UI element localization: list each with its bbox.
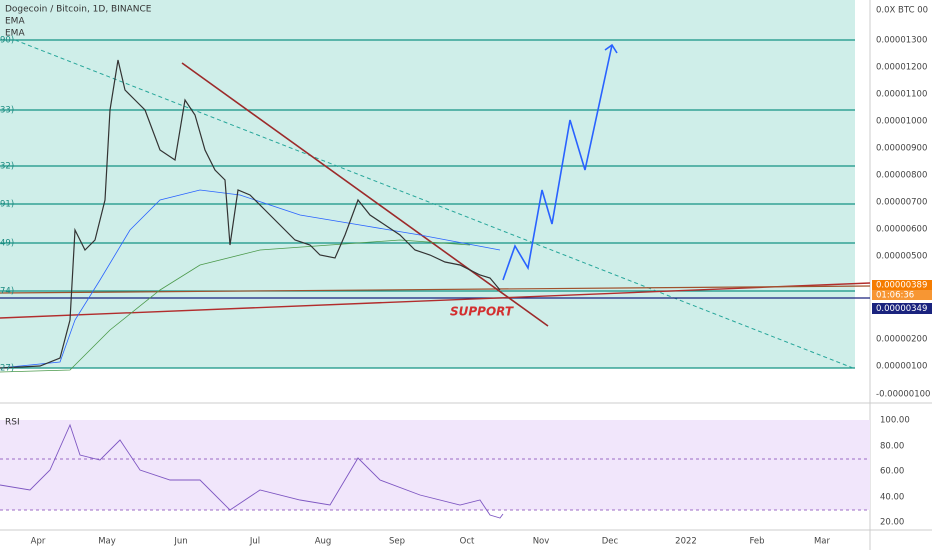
trend-red [0,282,871,319]
level-label: 90) [0,36,14,46]
countdown-tag [872,290,932,300]
level-label: 74) [0,287,14,297]
price-label: 0.00000900 [876,144,927,154]
rsi-axis-label: 60.00 [880,467,904,477]
annotation: SUPPORT [450,305,514,319]
time-label: Nov [533,537,550,547]
price [0,59,501,369]
time-label: Jun [173,537,187,547]
rsi-axis-label: 80.00 [880,442,904,452]
rsi-axis-label: 40.00 [880,493,904,503]
zone [0,0,855,368]
last-tag [872,280,932,290]
price-label: 0.00000600 [876,225,927,235]
countdown: 01:06:36 [876,291,914,301]
time-label: Aug [315,537,332,547]
time-label: Oct [460,537,475,547]
time-label: 2022 [675,537,697,547]
rsi-axis-label: 100.00 [880,416,910,426]
price-label: 0.00001100 [876,90,927,100]
level-label: 33) [0,106,14,116]
support-price: 0.00000349 [876,304,927,314]
last-price: 0.00000389 [876,281,927,291]
indicator: EMA [5,17,25,27]
price-label: 0.00001200 [876,63,927,73]
support-tag [872,303,932,314]
ema-fast [0,189,501,369]
price-label: -0.00000100 [876,390,930,400]
price-label: 0.00000200 [876,335,927,345]
time-label: Sep [389,537,405,547]
level-label: 49) [0,239,14,249]
projection-arrow [604,43,618,54]
indicator: EMA [5,29,25,39]
time-label: Jul [249,537,260,547]
price-label: 0.00000100 [876,362,927,372]
price-label: 0.00000700 [876,198,927,208]
ema-slow [0,239,471,373]
level-label: 91) [0,200,14,210]
rsi-line [0,423,504,519]
header-title: Dogecoin / Bitcoin, 1D, BINANCE [5,5,152,15]
resistance-line [181,62,549,327]
trend-dashed [14,39,854,369]
time-label: Apr [31,537,46,547]
rsi-band [0,420,870,510]
price-label: 0.00001000 [876,117,927,127]
projection [502,44,613,281]
level-label: 27) [0,364,14,374]
time-label: May [98,537,116,547]
level-label: 32) [0,162,14,172]
rsi-label: RSI [5,418,20,428]
price-label: 0.00001300 [876,36,927,46]
levels [0,39,855,369]
price-label: 0.00000500 [876,252,927,262]
rsi-axis-label: 20.00 [880,518,904,528]
axis-unit: 0.0X BTC 00 [876,6,928,16]
time-label: Mar [814,537,831,547]
price-label: 0.00000800 [876,171,927,181]
time-label: Dec [602,537,619,547]
trend-brown [0,285,871,294]
time-label: Feb [749,537,764,547]
